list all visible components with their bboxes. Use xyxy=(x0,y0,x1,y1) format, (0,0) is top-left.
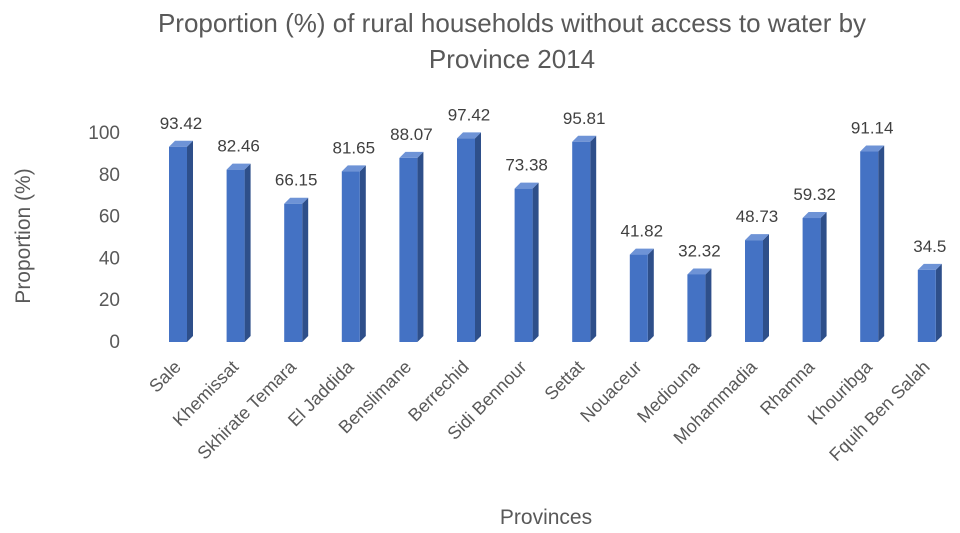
bar xyxy=(341,165,366,342)
data-labels-group: 93.42 82.46 66.15 81.65 88.07 97.42 73.38 95.81… xyxy=(160,105,947,260)
bar-top xyxy=(629,248,654,255)
y-tick-label: 80 xyxy=(99,165,120,186)
bar xyxy=(687,268,712,342)
bar-front xyxy=(399,157,418,342)
bar xyxy=(802,212,827,342)
chart-title-line-1: Proportion (%) of rural households witho… xyxy=(158,8,866,38)
data-label: 66.15 xyxy=(275,171,318,190)
bar-front xyxy=(226,169,245,342)
bar-top xyxy=(399,151,424,158)
bar-top xyxy=(860,145,885,152)
data-label: 59.32 xyxy=(793,185,836,204)
bar xyxy=(169,140,193,342)
y-tick-label: 20 xyxy=(99,290,120,311)
bar xyxy=(514,182,539,342)
y-tick-label: 100 xyxy=(88,123,120,144)
data-label: 91.14 xyxy=(851,119,894,138)
bar-front xyxy=(284,203,303,342)
data-label: 82.46 xyxy=(217,137,260,156)
y-axis-ticks: 0 20 40 60 80 100 xyxy=(88,123,120,353)
bar-side xyxy=(532,182,539,342)
data-label: 97.42 xyxy=(448,105,491,124)
bar-front xyxy=(745,240,763,342)
data-label: 81.65 xyxy=(333,138,376,157)
category-label: Settat xyxy=(541,357,588,404)
data-label: 93.42 xyxy=(160,114,203,133)
bar xyxy=(399,151,424,342)
bar-side xyxy=(302,197,309,342)
bar-top xyxy=(457,132,481,139)
data-label: 95.81 xyxy=(563,109,606,128)
y-tick-label: 0 xyxy=(109,332,120,353)
bar xyxy=(457,132,481,342)
bar xyxy=(226,163,251,342)
bar-top xyxy=(226,163,251,170)
bar-front xyxy=(457,138,475,342)
bar-top xyxy=(917,263,942,270)
bar-side xyxy=(935,263,942,342)
bar-top xyxy=(341,165,366,172)
y-tick-label: 40 xyxy=(99,248,120,269)
category-label: Sale xyxy=(145,357,185,397)
bar-side xyxy=(475,132,481,342)
data-label: 32.32 xyxy=(678,241,721,260)
bar xyxy=(629,248,654,342)
bar-top xyxy=(169,140,193,147)
bar-top xyxy=(802,212,827,219)
data-label: 88.07 xyxy=(390,125,433,144)
bar xyxy=(284,197,309,342)
bar xyxy=(572,135,597,342)
bar-top xyxy=(514,182,539,189)
bar-side xyxy=(878,145,885,342)
data-label: 73.38 xyxy=(505,156,548,175)
bar xyxy=(860,145,885,342)
bar-side xyxy=(244,163,251,342)
bar-top xyxy=(572,135,597,142)
bar-side xyxy=(187,140,193,342)
bar-top xyxy=(745,234,769,241)
data-label: 48.73 xyxy=(736,207,779,226)
x-axis-title: Provinces xyxy=(500,506,592,529)
chart-title-line-2: Province 2014 xyxy=(429,44,595,74)
category-label: Skhirate Temara xyxy=(193,356,300,463)
bar-front xyxy=(629,254,648,342)
category-label: Fquih Ben Salah xyxy=(825,357,933,465)
bar xyxy=(745,234,769,342)
bar xyxy=(917,263,942,342)
bar-side xyxy=(820,212,827,342)
bar-side xyxy=(705,268,712,342)
bar-front xyxy=(572,141,591,342)
bar-front xyxy=(687,274,706,342)
bar-front xyxy=(917,269,936,342)
bar-top xyxy=(687,268,712,275)
y-tick-label: 60 xyxy=(99,207,120,228)
bar-front xyxy=(169,146,187,342)
bar-front xyxy=(860,151,879,342)
bar-side xyxy=(359,165,366,342)
bar-side xyxy=(647,248,654,342)
data-label: 41.82 xyxy=(621,222,664,241)
bar-front xyxy=(802,218,821,342)
bar-side xyxy=(590,135,597,342)
bar-front xyxy=(514,188,533,342)
bar-top xyxy=(284,197,309,204)
y-axis-title: Proportion (%) xyxy=(12,168,35,303)
bar-side xyxy=(763,234,769,342)
bar-side xyxy=(417,151,424,342)
bar-front xyxy=(341,171,360,342)
data-label: 34.5 xyxy=(913,237,946,256)
bars-group xyxy=(169,132,942,342)
